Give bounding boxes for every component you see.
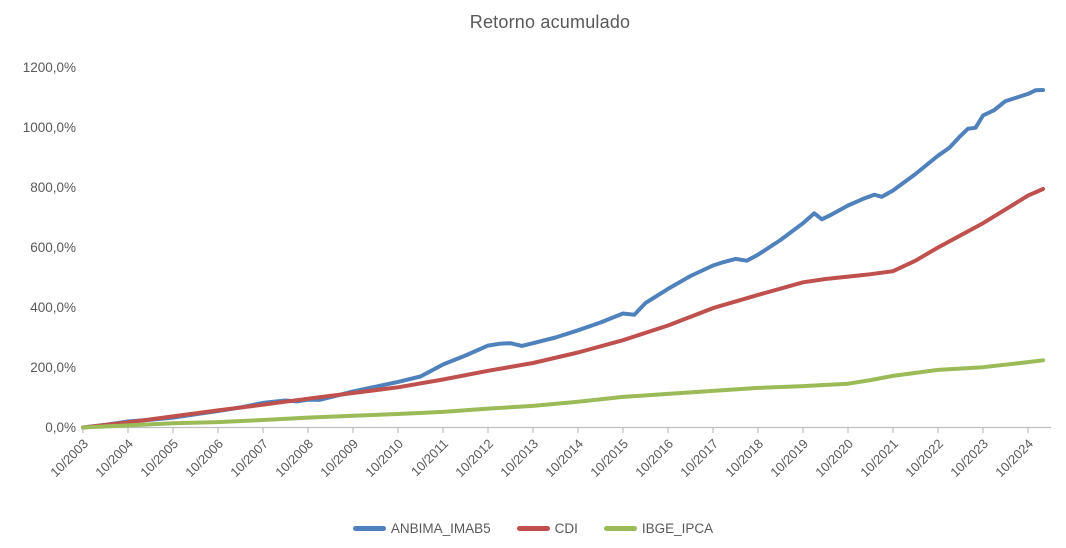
x-axis-label: 10/2011 — [408, 436, 451, 479]
x-axis-label: 10/2024 — [992, 436, 1036, 480]
x-axis-label: 10/2023 — [947, 436, 991, 480]
x-axis-label: 10/2017 — [677, 436, 721, 480]
y-axis-label: 1200,0% — [23, 60, 76, 75]
legend-label: ANBIMA_IMAB5 — [390, 521, 491, 536]
series-line-cdi — [81, 187, 1045, 430]
x-axis-label: 10/2007 — [227, 436, 271, 480]
y-axis-label: 400,0% — [30, 300, 76, 315]
y-axis-label: 600,0% — [30, 240, 76, 255]
legend-label: CDI — [554, 521, 578, 536]
x-axis-label: 10/2006 — [182, 436, 226, 480]
y-axis-label: 1000,0% — [23, 120, 76, 135]
x-axis-label: 10/2022 — [902, 436, 946, 480]
x-axis-label: 10/2008 — [272, 436, 316, 480]
x-axis-label: 10/2016 — [632, 436, 676, 480]
x-axis-label: 10/2021 — [857, 436, 901, 480]
x-axis-label: 10/2018 — [722, 436, 766, 480]
x-axis-label: 10/2014 — [542, 436, 586, 480]
chart-title: Retorno acumulado — [469, 12, 631, 32]
legend-item-anbima-imab5: ANBIMA_IMAB5 — [352, 521, 491, 536]
chart-legend: ANBIMA_IMAB5 CDI IBGE_IPCA — [0, 521, 1066, 536]
x-axis-label: 10/2013 — [497, 436, 541, 480]
y-axis-label: 200,0% — [30, 360, 76, 375]
legend-line-icon — [516, 526, 550, 531]
legend-label: IBGE_IPCA — [641, 521, 714, 536]
x-axis-label: 10/2010 — [362, 436, 406, 480]
x-axis-label: 10/2015 — [587, 436, 631, 480]
legend-line-icon — [352, 526, 386, 531]
y-axis-label: 0,0% — [45, 420, 76, 435]
x-axis-label: 10/2009 — [317, 436, 361, 480]
legend-item-ibge-ipca: IBGE_IPCA — [603, 521, 714, 536]
y-axis-label: 800,0% — [30, 180, 76, 195]
x-axis-label: 10/2003 — [47, 436, 91, 480]
series-line-ibge_ipca — [81, 358, 1045, 430]
x-axis-label: 10/2005 — [137, 436, 181, 480]
legend-item-cdi: CDI — [516, 521, 578, 536]
x-axis-label: 10/2020 — [812, 436, 856, 480]
x-axis-label: 10/2019 — [767, 436, 811, 480]
x-axis-label: 10/2004 — [92, 436, 136, 480]
x-axis-label: 10/2012 — [452, 436, 496, 480]
legend-line-icon — [603, 526, 637, 531]
